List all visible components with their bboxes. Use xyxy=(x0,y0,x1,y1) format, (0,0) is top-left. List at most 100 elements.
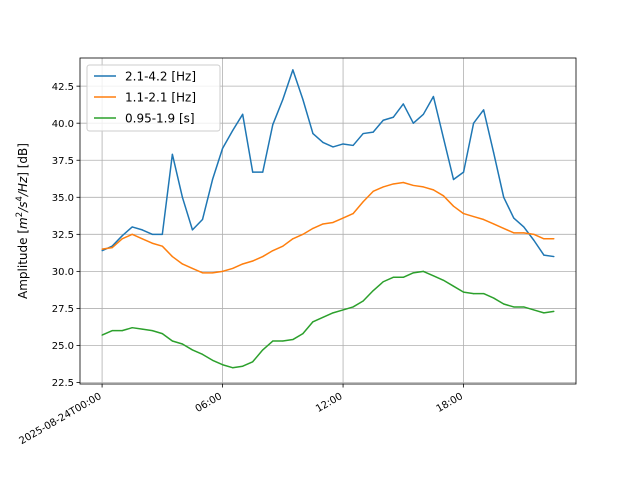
data-point xyxy=(302,98,304,101)
y-axis-label-sup1: 2 xyxy=(15,212,25,217)
data-point xyxy=(352,306,354,308)
data-point xyxy=(191,349,194,351)
legend-label: 2.1-4.2 [Hz] xyxy=(125,70,196,84)
data-point xyxy=(362,132,364,135)
data-point xyxy=(493,152,495,154)
data-point xyxy=(302,333,304,335)
data-point xyxy=(483,293,485,295)
data-point xyxy=(392,116,394,118)
data-point xyxy=(131,226,133,228)
data-point xyxy=(332,312,334,314)
data-point xyxy=(513,217,515,219)
data-point xyxy=(242,113,244,115)
data-point xyxy=(402,276,404,278)
data-point xyxy=(472,215,475,218)
data-point xyxy=(312,132,314,135)
data-point xyxy=(181,196,184,198)
data-point xyxy=(171,340,173,342)
legend: 2.1-4.2 [Hz] 1.1-2.1 [Hz] 0.95-1.9 [s] xyxy=(86,64,221,132)
data-point xyxy=(262,255,264,258)
data-point xyxy=(533,309,535,311)
data-point xyxy=(111,330,113,332)
data-point xyxy=(332,221,334,224)
data-point xyxy=(171,153,173,155)
data-point xyxy=(442,137,445,139)
data-point xyxy=(543,254,545,256)
series-1 xyxy=(101,69,555,258)
data-point xyxy=(503,303,505,305)
data-point xyxy=(272,250,274,252)
y-tick-label: 32.5 xyxy=(52,230,74,241)
series-line xyxy=(101,270,555,369)
data-point xyxy=(141,328,143,330)
data-point xyxy=(392,276,394,278)
data-point xyxy=(131,327,133,329)
data-point xyxy=(151,233,153,235)
data-point xyxy=(442,195,445,197)
data-point xyxy=(262,349,264,351)
data-point xyxy=(422,270,424,272)
data-point xyxy=(402,103,404,105)
data-point xyxy=(382,119,384,121)
data-point xyxy=(442,279,445,281)
data-point xyxy=(101,334,103,336)
data-point xyxy=(141,229,143,231)
y-tick-label: 42.5 xyxy=(52,82,74,93)
data-point xyxy=(242,365,244,367)
data-point xyxy=(211,178,214,181)
series-lines xyxy=(101,69,555,369)
y-tick-label: 37.5 xyxy=(52,156,74,167)
data-point xyxy=(161,245,163,247)
data-point xyxy=(151,242,153,244)
data-point xyxy=(121,330,123,332)
data-point xyxy=(362,201,364,203)
y-tick-label: 22.5 xyxy=(52,378,74,389)
data-point xyxy=(382,186,384,188)
legend-label: 0.95-1.9 [s] xyxy=(125,112,195,126)
data-point xyxy=(101,250,103,252)
data-point xyxy=(232,130,234,132)
data-point xyxy=(131,233,133,235)
data-point xyxy=(211,359,214,361)
data-point xyxy=(432,275,435,277)
data-point xyxy=(432,95,435,98)
data-point xyxy=(372,290,374,292)
y-axis-label-s: /s xyxy=(16,202,30,213)
data-point xyxy=(462,212,465,215)
data-point xyxy=(181,263,184,265)
data-point xyxy=(232,367,234,369)
y-tick-label: 25.0 xyxy=(52,341,74,352)
data-point xyxy=(292,238,294,240)
data-point xyxy=(523,226,525,228)
data-point xyxy=(462,171,465,173)
data-point xyxy=(342,143,344,145)
data-point xyxy=(483,109,485,111)
data-point xyxy=(543,238,545,240)
data-point xyxy=(201,353,204,355)
data-point xyxy=(422,113,424,115)
data-point xyxy=(272,340,274,342)
data-point xyxy=(221,364,224,366)
data-point xyxy=(352,144,354,147)
data-point xyxy=(211,272,214,274)
data-point xyxy=(483,218,485,221)
data-point xyxy=(493,223,495,225)
data-point xyxy=(282,340,284,342)
data-point xyxy=(452,205,455,207)
data-point xyxy=(452,178,455,181)
legend-label: 1.1-2.1 [Hz] xyxy=(125,91,196,105)
data-point xyxy=(452,285,455,287)
data-point xyxy=(322,316,324,318)
plot-frame xyxy=(79,57,577,385)
y-tick-label: 27.5 xyxy=(52,304,74,315)
data-point xyxy=(111,247,113,249)
data-point xyxy=(352,212,354,215)
data-point xyxy=(151,330,153,332)
data-point xyxy=(543,312,545,314)
data-point xyxy=(312,227,314,230)
y-tick-label: 40.0 xyxy=(52,119,74,130)
data-point xyxy=(503,196,505,198)
data-point xyxy=(181,343,184,345)
data-point xyxy=(141,238,143,240)
